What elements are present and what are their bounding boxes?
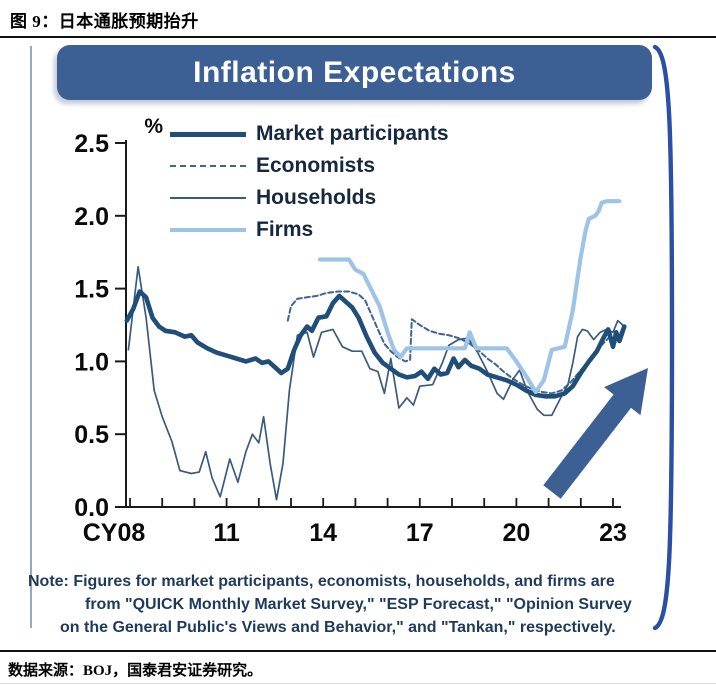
left-guide-line [30, 46, 32, 628]
legend-item-households: Households [170, 182, 449, 214]
y-tick-label: 2.0 [74, 203, 109, 231]
note-line: Note: Figures for market participants, e… [28, 573, 615, 590]
legend-item-economists: Economists [170, 150, 449, 182]
trend-arrow [543, 368, 648, 499]
x-tick-label: 11 [213, 519, 240, 547]
right-bracket-decoration [652, 44, 675, 631]
note-line: on the General Public's Views and Behavi… [60, 619, 616, 636]
legend-item-market-participants: Market participants [170, 118, 449, 150]
note-line: from "QUICK Monthly Market Survey," "ESP… [85, 596, 632, 613]
data-source-footer: 数据来源：BOJ，国泰君安证券研究。 [8, 663, 263, 679]
top-divider [0, 36, 716, 38]
x-tick-label: 20 [502, 519, 530, 547]
y-tick-label: 0.0 [74, 494, 109, 522]
x-tick-label: CY08 [83, 519, 146, 547]
y-tick-label: 1.5 [74, 276, 109, 304]
x-tick-label: 17 [406, 519, 434, 547]
legend-line-sample [170, 228, 246, 232]
legend-line-sample [170, 165, 246, 167]
chart-note: Note: Figures for market participants, e… [28, 570, 696, 639]
x-tick-label: 23 [599, 519, 627, 547]
y-tick-label: 2.5 [74, 130, 109, 158]
y-tick-label: 0.5 [74, 421, 109, 449]
y-axis-unit-label: % [144, 115, 163, 138]
figure-title: 图 9：日本通胀预期抬升 [10, 12, 199, 31]
legend-item-firms: Firms [170, 214, 449, 246]
series-line-economists [286, 290, 624, 395]
footer-divider [0, 650, 716, 652]
legend-label: Economists [256, 154, 376, 177]
x-tick-label: 14 [309, 519, 337, 547]
legend-line-sample [170, 197, 246, 199]
chart-header-band: Inflation Expectations [57, 45, 652, 100]
series-line-firms [317, 199, 622, 395]
chart-title: Inflation Expectations [193, 55, 516, 89]
legend-label: Market participants [256, 122, 449, 145]
legend-line-sample [170, 131, 246, 137]
legend-label: Households [256, 186, 377, 209]
legend-label: Firms [256, 218, 314, 241]
y-tick-label: 1.0 [74, 348, 109, 376]
bottom-edge-line [0, 683, 716, 684]
chart-legend: Market participants Economists Household… [170, 118, 449, 246]
series-line-market-participants [124, 289, 627, 399]
